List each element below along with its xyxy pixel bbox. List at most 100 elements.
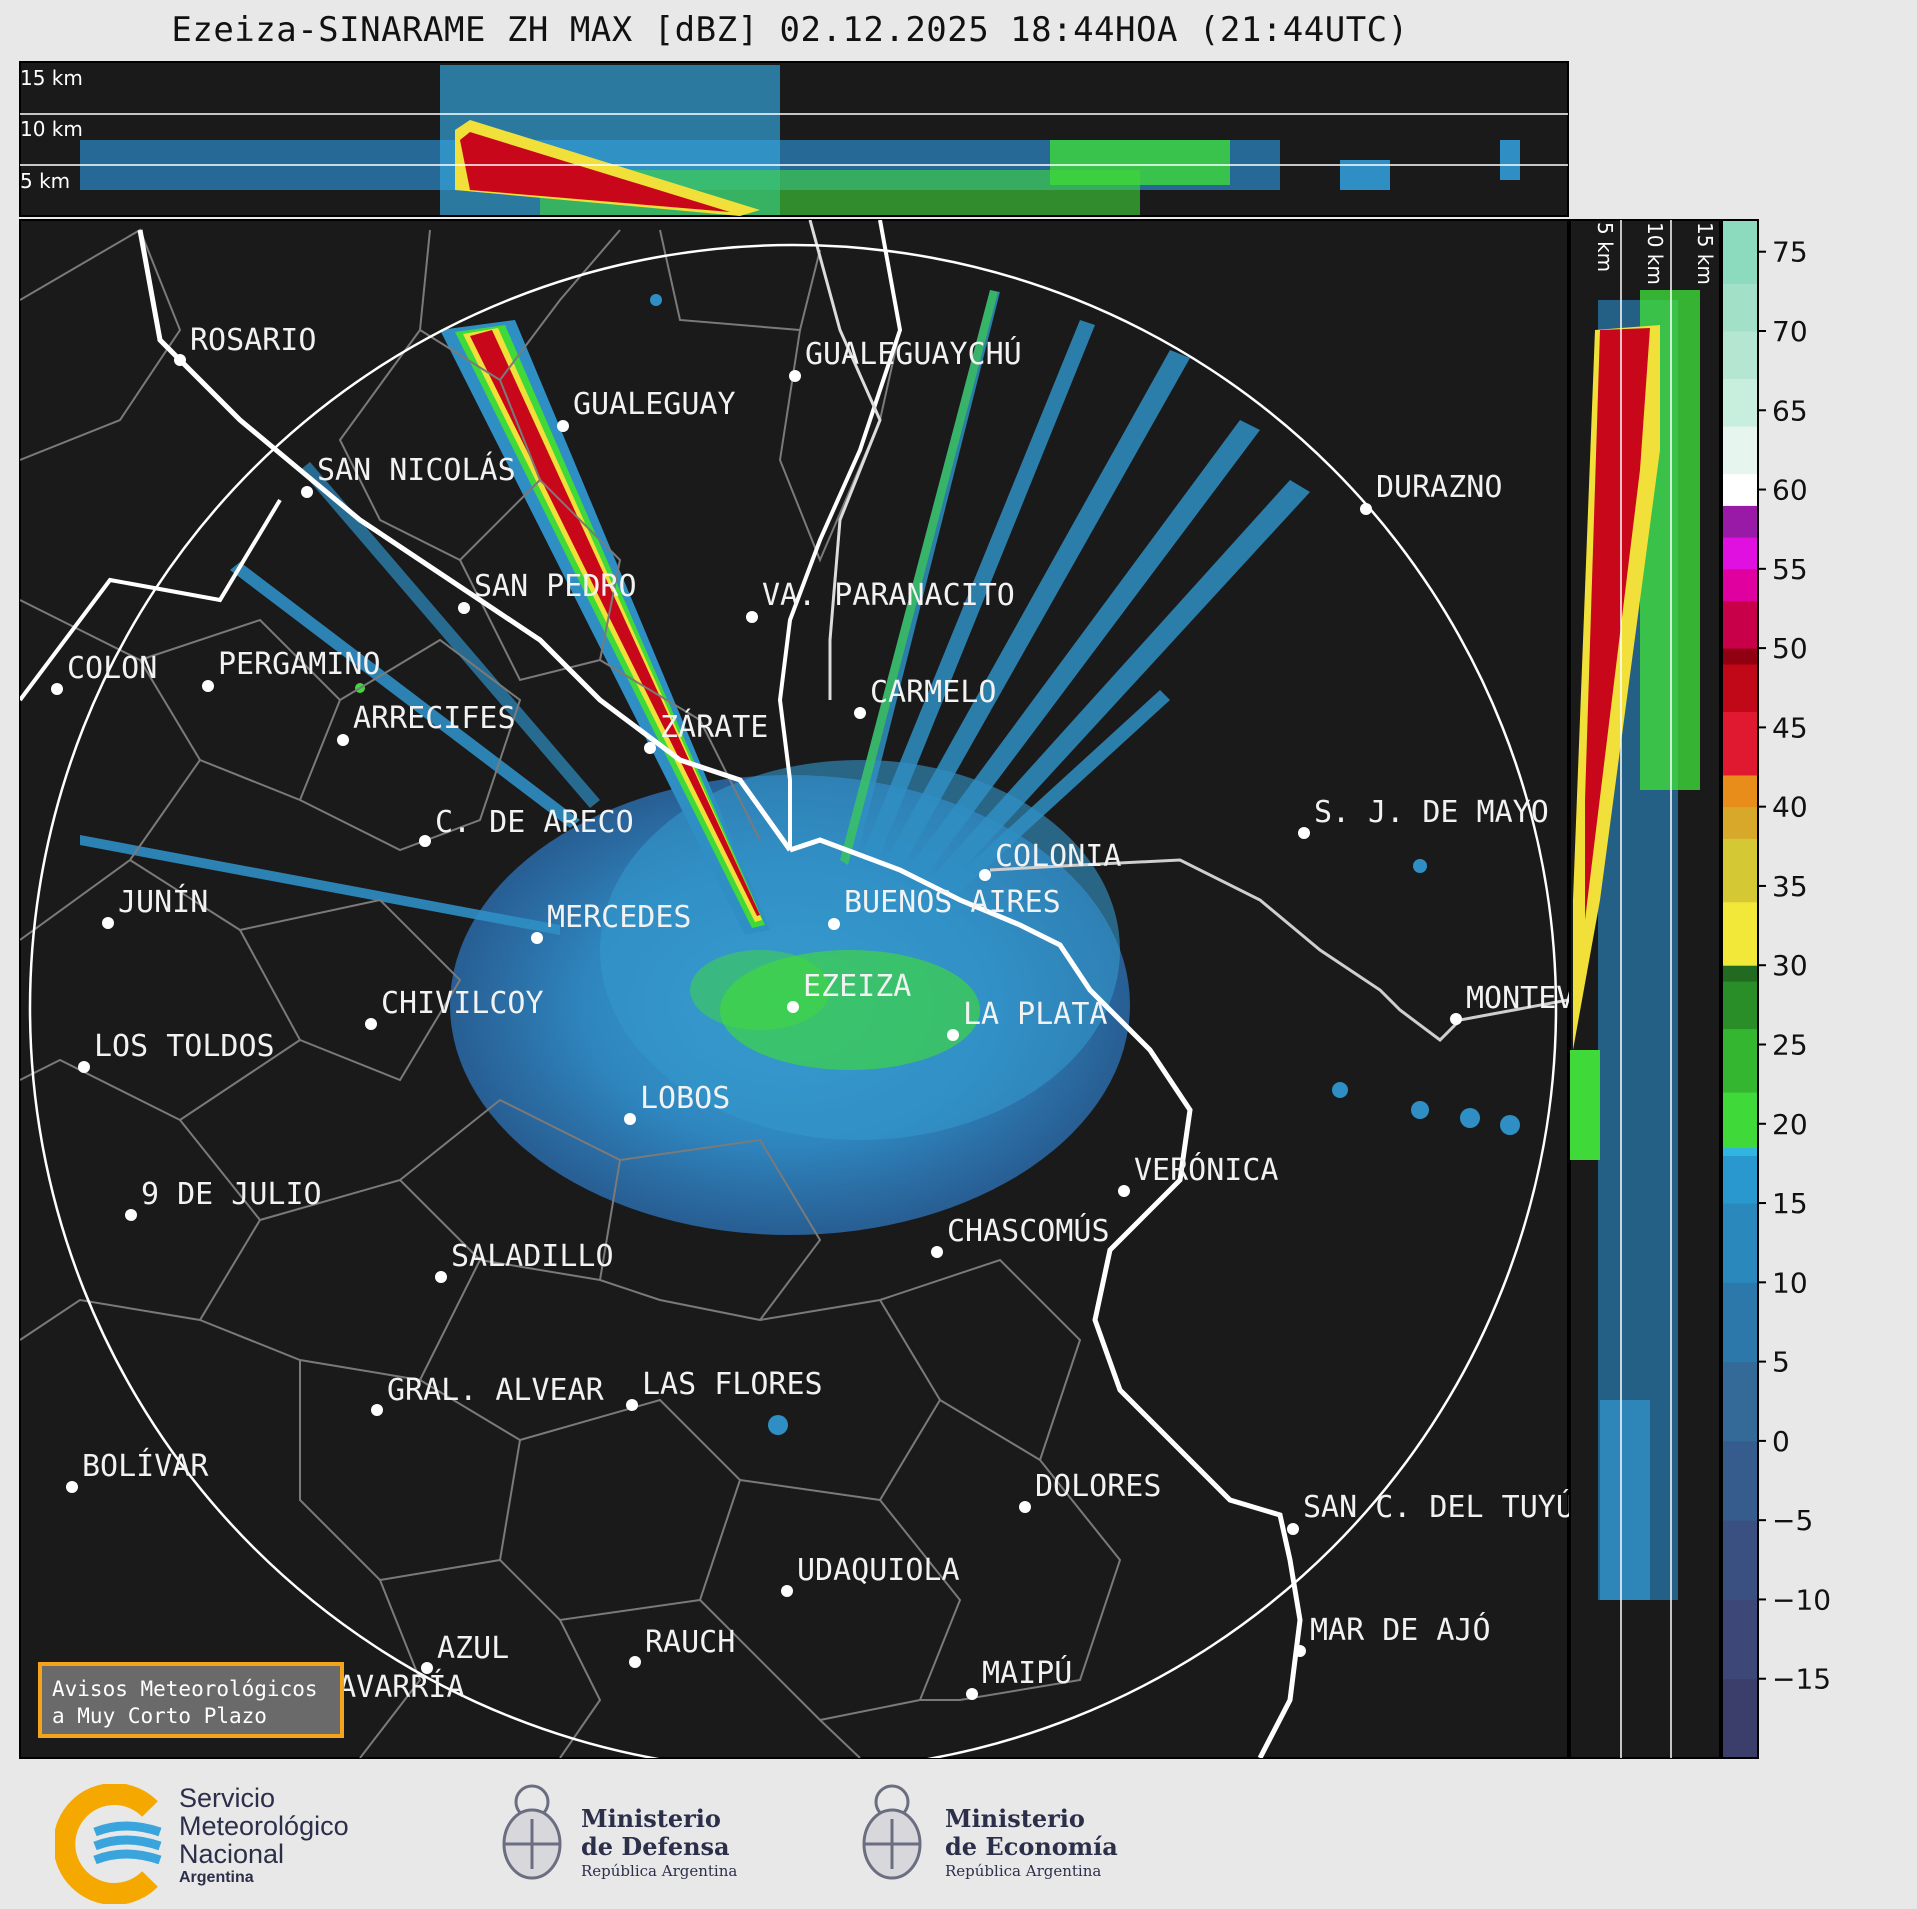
city-gualeguay: GUALEGUAY xyxy=(557,387,736,432)
economia-line-1: Ministerio xyxy=(945,1804,1085,1833)
svg-text:UDAQUIOLA: UDAQUIOLA xyxy=(797,1553,960,1588)
svg-text:MERCEDES: MERCEDES xyxy=(547,900,692,935)
colorbar-tick-label: 20 xyxy=(1772,1108,1808,1141)
city-junin: JUNÍN xyxy=(102,884,208,929)
svg-text:9 DE JULIO: 9 DE JULIO xyxy=(141,1177,322,1212)
svg-text:GRAL. ALVEAR: GRAL. ALVEAR xyxy=(387,1373,605,1408)
colorbar-tick-label: 5 xyxy=(1772,1346,1790,1379)
svg-text:CARMELO: CARMELO xyxy=(870,675,996,710)
colorbar-band xyxy=(1722,806,1758,839)
city-san-pedro: SAN PEDRO xyxy=(458,569,637,614)
city-colonia: COLONIA xyxy=(979,839,1121,881)
svg-text:GUALEGUAYCHÚ: GUALEGUAYCHÚ xyxy=(805,335,1022,372)
notice-line-2: a Muy Corto Plazo xyxy=(52,1704,267,1729)
colorbar-band xyxy=(1722,711,1758,776)
svg-text:COLONIA: COLONIA xyxy=(995,839,1121,874)
city-san-nicolas: SAN NICOLÁS xyxy=(301,452,516,498)
colorbar-band xyxy=(1722,220,1758,284)
city-rauch: RAUCH xyxy=(629,1625,735,1668)
economia-line-2: de Economía xyxy=(945,1832,1118,1861)
colorbar-band xyxy=(1722,663,1758,713)
svg-text:ZÁRATE: ZÁRATE xyxy=(660,709,768,745)
city-mar-de-ajo: MAR DE AJÓ xyxy=(1294,1611,1491,1657)
colorbar-band xyxy=(1722,473,1758,506)
colorbar-tick-label: 30 xyxy=(1772,949,1808,982)
colorbar-band xyxy=(1722,330,1758,380)
colorbar-band xyxy=(1722,981,1758,1030)
range-ring xyxy=(28,243,1558,1758)
smn-logo: Servicio Meteorológico Nacional Argentin… xyxy=(55,1762,395,1909)
svg-text:SAN PEDRO: SAN PEDRO xyxy=(474,569,637,604)
colorbar-band xyxy=(1722,648,1758,665)
colorbar-tick-label: 35 xyxy=(1772,870,1808,903)
svg-text:VERÓNICA: VERÓNICA xyxy=(1134,1151,1279,1188)
colorbar-tick-label: 10 xyxy=(1772,1266,1808,1299)
economia-logo: Ministerio de Economía República Argenti… xyxy=(855,1762,1135,1909)
colorbar-tick-label: −10 xyxy=(1772,1583,1831,1616)
city-9-de-julio: 9 DE JULIO xyxy=(125,1177,322,1221)
radar-map: ROSARIO GUALEGUAYCHÚ GUALEGUAY SAN NICOL… xyxy=(19,219,1574,1759)
city-ezeiza: EZEIZA xyxy=(787,969,911,1013)
colorbar-band xyxy=(1722,774,1758,808)
city-veronica: VERÓNICA xyxy=(1118,1151,1279,1197)
svg-text:PERGAMINO: PERGAMINO xyxy=(218,647,381,682)
svg-text:SAN NICOLÁS: SAN NICOLÁS xyxy=(317,452,516,488)
svg-text:DOLORES: DOLORES xyxy=(1035,1469,1161,1504)
city-dolores: DOLORES xyxy=(1019,1469,1161,1513)
svg-text:EZEIZA: EZEIZA xyxy=(803,969,911,1004)
side-height-panel: 5 km 10 km 15 km xyxy=(1569,219,1721,1759)
city-udaquiola: UDAQUIOLA xyxy=(781,1553,960,1597)
notice-line-1: Avisos Meteorológicos xyxy=(52,1677,318,1701)
svg-text:RAUCH: RAUCH xyxy=(645,1625,735,1660)
colorbar-band xyxy=(1722,1155,1758,1204)
svg-text:SAN C. DEL TUYÚ: SAN C. DEL TUYÚ xyxy=(1303,1488,1574,1525)
colorbar-band xyxy=(1722,838,1758,903)
city-lobos: LOBOS xyxy=(624,1081,730,1125)
city-arrecifes: ARRECIFES xyxy=(337,701,516,746)
colorbar-band xyxy=(1722,1440,1758,1521)
colorbar-tick-label: 65 xyxy=(1772,394,1808,427)
colorbar-band xyxy=(1722,965,1758,982)
svg-text:MAIPÚ: MAIPÚ xyxy=(982,1654,1072,1691)
city-gualeguaychu: GUALEGUAYCHÚ xyxy=(789,335,1022,382)
city-colon: COLON xyxy=(51,651,157,695)
colorbar-tick-label: 15 xyxy=(1772,1187,1808,1220)
top-height-label-5: 5 km xyxy=(20,169,70,193)
colorbar-band xyxy=(1722,1028,1758,1093)
svg-text:BOLÍVAR: BOLÍVAR xyxy=(82,1448,209,1484)
colorbar-band xyxy=(1722,505,1758,538)
chart-title: Ezeiza-SINARAME ZH MAX [dBZ] 02.12.2025 … xyxy=(171,10,1409,50)
city-rosario: ROSARIO xyxy=(174,323,316,366)
economia-line-3: República Argentina xyxy=(945,1862,1102,1880)
svg-text:DURAZNO: DURAZNO xyxy=(1376,470,1502,505)
notice-box[interactable]: Avisos Meteorológicos a Muy Corto Plazo xyxy=(38,1662,344,1738)
nw-spike-core xyxy=(470,330,760,916)
svg-text:ARRECIFES: ARRECIFES xyxy=(353,701,516,736)
city-va-paranacito: VA. PARANACITO xyxy=(746,578,1015,623)
footer-logos: Servicio Meteorológico Nacional Argentin… xyxy=(0,1762,1917,1909)
city-carmelo: CARMELO xyxy=(854,675,996,719)
colorbar-band xyxy=(1722,1520,1758,1600)
defensa-logo: Ministerio de Defensa República Argentin… xyxy=(495,1762,755,1909)
city-chascomus: CHASCOMÚS xyxy=(931,1212,1110,1258)
svg-text:S. J. DE MAYO: S. J. DE MAYO xyxy=(1314,795,1549,830)
side-height-label-10: 10 km xyxy=(1643,222,1667,285)
city-mercedes: MERCEDES xyxy=(531,900,692,944)
top-height-label-10: 10 km xyxy=(20,117,83,141)
colorbar-band xyxy=(1722,1599,1758,1680)
smn-line-1: Servicio xyxy=(179,1783,276,1813)
svg-text:C. DE ARECO: C. DE ARECO xyxy=(435,805,634,840)
smn-line-4: Argentina xyxy=(179,1869,254,1886)
side-height-label-15: 15 km xyxy=(1693,222,1717,285)
colorbar-tick-label: 50 xyxy=(1772,632,1808,665)
colorbar-tick-label: 25 xyxy=(1772,1028,1808,1061)
city-markers: ROSARIO GUALEGUAYCHÚ GUALEGUAY SAN NICOL… xyxy=(51,323,1574,1714)
colorbar-band xyxy=(1722,1203,1758,1283)
svg-text:JUNÍN: JUNÍN xyxy=(118,884,208,920)
city-gral-alvear: GRAL. ALVEAR xyxy=(371,1373,605,1416)
city-bolivar: BOLÍVAR xyxy=(66,1448,209,1493)
colorbar-band xyxy=(1722,1147,1758,1156)
colorbar-band xyxy=(1722,426,1758,475)
city-chivilcoy: CHIVILCOY xyxy=(365,986,544,1030)
